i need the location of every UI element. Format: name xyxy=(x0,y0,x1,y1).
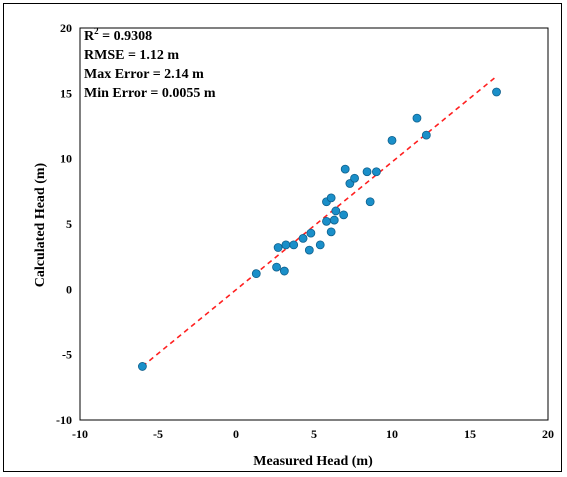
data-point xyxy=(329,215,339,225)
data-point xyxy=(350,173,359,183)
data-point xyxy=(251,269,261,279)
y-tick-label: -5 xyxy=(62,348,72,362)
r-squared-label: R2 = 0.9308 xyxy=(84,26,152,44)
data-point xyxy=(281,240,291,250)
data-point xyxy=(371,167,381,177)
y-axis-title: Calculated Head (m) xyxy=(33,162,48,287)
y-tick-label: 10 xyxy=(60,152,72,166)
data-point xyxy=(492,87,501,97)
max-error-label: Max Error = 2.14 m xyxy=(84,67,204,82)
y-tick-label: 20 xyxy=(60,21,72,35)
data-point xyxy=(298,233,308,243)
fit-line xyxy=(141,77,496,368)
data-point xyxy=(412,113,422,123)
tick-layer: -10 -5 0 5 10 15 20 -10 -5 0 5 10 15 20 xyxy=(56,21,554,441)
data-point xyxy=(421,130,431,140)
data-point xyxy=(315,240,325,250)
x-tick-label: 0 xyxy=(233,427,239,441)
data-point xyxy=(365,197,375,207)
x-tick-label: 10 xyxy=(386,427,398,441)
y-tick-label: 15 xyxy=(60,86,72,100)
x-tick-label: 15 xyxy=(464,427,476,441)
y-tick-label: 5 xyxy=(66,217,72,231)
x-tick-label: -5 xyxy=(153,427,163,441)
data-point xyxy=(339,210,349,220)
data-point xyxy=(331,206,341,216)
data-point xyxy=(362,167,372,177)
data-point xyxy=(322,216,331,226)
y-tick-label: 0 xyxy=(66,282,72,296)
data-points xyxy=(137,87,501,371)
data-point xyxy=(326,227,336,237)
data-point xyxy=(279,266,289,276)
rmse-label: RMSE = 1.12 m xyxy=(84,48,179,63)
x-tick-label: 20 xyxy=(542,427,554,441)
data-point xyxy=(326,193,336,203)
data-point xyxy=(387,135,397,145)
y-tick-label: -10 xyxy=(56,413,72,427)
x-tick-label: 5 xyxy=(311,427,317,441)
min-error-label: Min Error = 0.0055 m xyxy=(84,86,216,101)
plot-area xyxy=(79,27,549,421)
data-point xyxy=(272,262,281,272)
x-axis-title: Measured Head (m) xyxy=(253,454,373,469)
data-point xyxy=(340,164,350,174)
stats-annotation: R2 = 0.9308 RMSE = 1.12 m Max Error = 2.… xyxy=(84,26,216,101)
data-point xyxy=(306,228,316,238)
x-tick-label: -10 xyxy=(72,427,88,441)
data-point xyxy=(137,362,147,371)
data-point xyxy=(273,243,283,252)
chart-frame xyxy=(3,3,562,472)
data-point xyxy=(289,240,299,250)
data-point xyxy=(304,245,314,255)
